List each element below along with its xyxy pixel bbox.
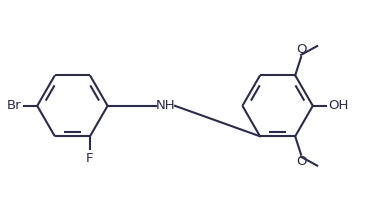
Text: OH: OH	[328, 99, 349, 112]
Text: O: O	[296, 43, 306, 56]
Text: O: O	[296, 155, 306, 168]
Text: F: F	[86, 152, 94, 165]
Text: NH: NH	[155, 99, 175, 112]
Text: Br: Br	[7, 99, 22, 112]
